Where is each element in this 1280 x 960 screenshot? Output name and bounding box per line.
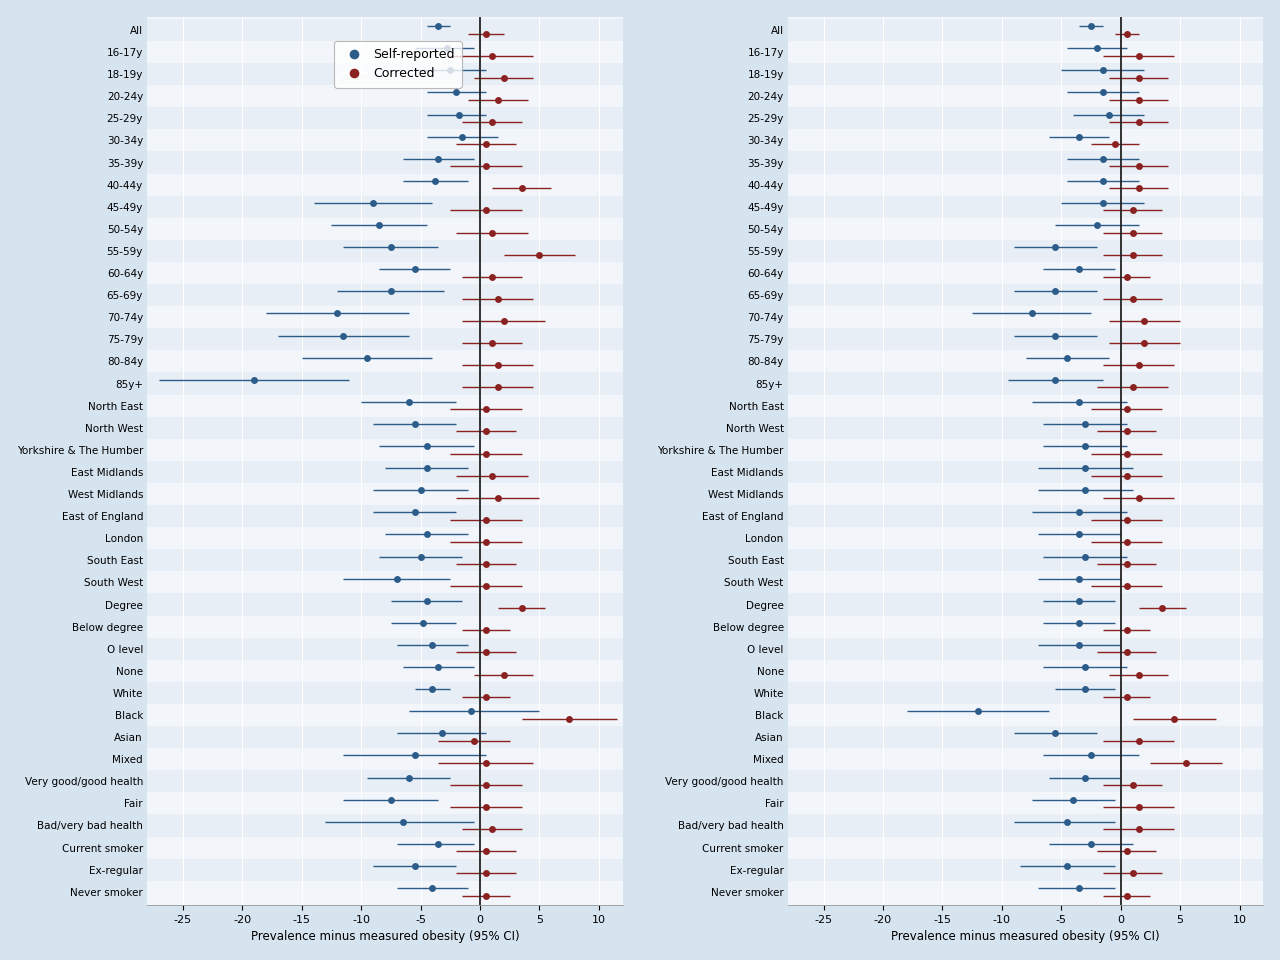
Bar: [147, 637, 622, 660]
Bar: [788, 571, 1263, 593]
Bar: [147, 130, 622, 152]
Bar: [147, 549, 622, 571]
Bar: [147, 262, 622, 284]
Bar: [788, 196, 1263, 218]
Bar: [788, 372, 1263, 395]
Legend: Self-reported, Corrected: Self-reported, Corrected: [334, 40, 462, 88]
Bar: [147, 660, 622, 682]
Bar: [788, 814, 1263, 836]
Bar: [147, 770, 622, 792]
Bar: [147, 372, 622, 395]
Bar: [788, 593, 1263, 615]
Bar: [147, 527, 622, 549]
Bar: [788, 417, 1263, 439]
Bar: [788, 748, 1263, 770]
Bar: [788, 130, 1263, 152]
Bar: [788, 19, 1263, 41]
Bar: [147, 350, 622, 372]
Bar: [147, 483, 622, 505]
Bar: [788, 63, 1263, 85]
Bar: [147, 240, 622, 262]
Bar: [147, 174, 622, 196]
Bar: [147, 439, 622, 461]
Bar: [147, 196, 622, 218]
Bar: [788, 880, 1263, 902]
X-axis label: Prevalence minus measured obesity (95% CI): Prevalence minus measured obesity (95% C…: [891, 930, 1160, 944]
Bar: [147, 417, 622, 439]
Bar: [147, 682, 622, 704]
Bar: [788, 549, 1263, 571]
Bar: [147, 571, 622, 593]
Bar: [147, 615, 622, 637]
Bar: [788, 350, 1263, 372]
Bar: [147, 792, 622, 814]
Bar: [788, 218, 1263, 240]
Bar: [147, 836, 622, 858]
Bar: [147, 328, 622, 350]
Bar: [788, 85, 1263, 108]
Bar: [788, 483, 1263, 505]
Bar: [788, 505, 1263, 527]
Bar: [788, 306, 1263, 328]
Bar: [788, 770, 1263, 792]
Bar: [788, 328, 1263, 350]
Bar: [788, 858, 1263, 880]
Bar: [788, 41, 1263, 63]
Bar: [147, 19, 622, 41]
Bar: [788, 439, 1263, 461]
Bar: [147, 306, 622, 328]
Bar: [147, 63, 622, 85]
Bar: [788, 174, 1263, 196]
Bar: [147, 814, 622, 836]
X-axis label: Prevalence minus measured obesity (95% CI): Prevalence minus measured obesity (95% C…: [251, 930, 520, 944]
Bar: [788, 395, 1263, 417]
Bar: [788, 461, 1263, 483]
Bar: [788, 792, 1263, 814]
Bar: [147, 505, 622, 527]
Bar: [147, 726, 622, 748]
Bar: [788, 682, 1263, 704]
Bar: [147, 108, 622, 130]
Bar: [147, 858, 622, 880]
Bar: [147, 593, 622, 615]
Bar: [788, 660, 1263, 682]
Bar: [147, 85, 622, 108]
Bar: [788, 262, 1263, 284]
Bar: [147, 218, 622, 240]
Bar: [147, 284, 622, 306]
Bar: [788, 240, 1263, 262]
Bar: [788, 284, 1263, 306]
Bar: [147, 748, 622, 770]
Bar: [147, 152, 622, 174]
Bar: [147, 704, 622, 726]
Bar: [788, 726, 1263, 748]
Bar: [147, 880, 622, 902]
Bar: [147, 395, 622, 417]
Bar: [788, 637, 1263, 660]
Bar: [788, 704, 1263, 726]
Bar: [788, 615, 1263, 637]
Bar: [147, 461, 622, 483]
Bar: [788, 152, 1263, 174]
Bar: [788, 836, 1263, 858]
Bar: [788, 108, 1263, 130]
Bar: [147, 41, 622, 63]
Bar: [788, 527, 1263, 549]
